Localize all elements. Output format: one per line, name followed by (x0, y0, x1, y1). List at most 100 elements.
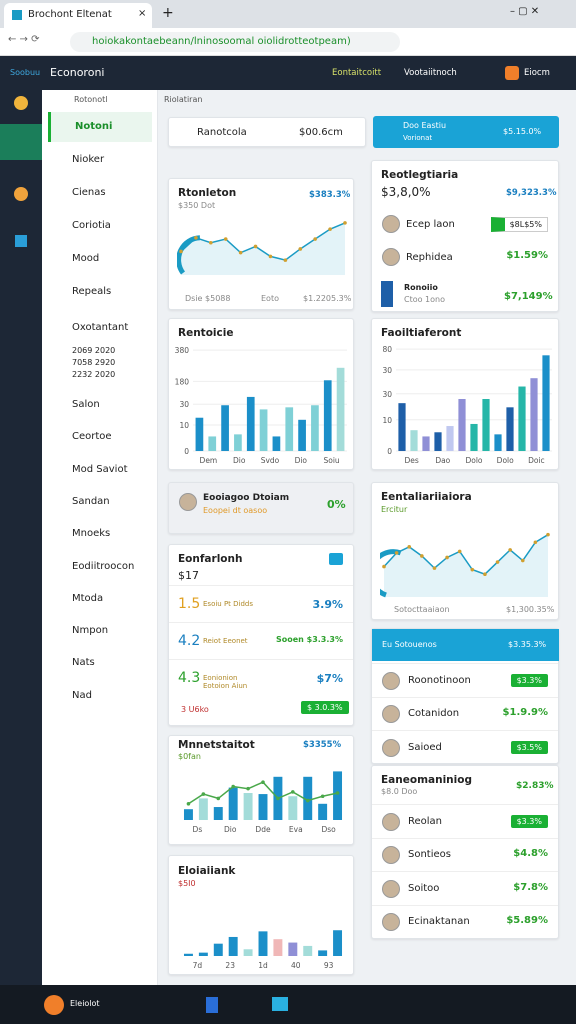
x-tick-label: Dio (224, 825, 237, 834)
rail-active[interactable] (0, 124, 42, 160)
table-title: Eu Sotouenos (382, 640, 437, 649)
favicon (12, 10, 22, 20)
card-title: Rtonleton (178, 187, 237, 199)
nav-item[interactable]: Mood (48, 244, 152, 274)
footer: Dsie $5088 (185, 294, 231, 303)
list-row[interactable]: Roonotinoon $3.3% (372, 663, 558, 697)
bar (195, 417, 204, 451)
taskbar-app[interactable]: Eleiolot (70, 999, 100, 1008)
x-tick-label: Dolo (497, 456, 514, 465)
search[interactable]: Ranotcola $00.6cm (168, 117, 366, 147)
nav-label[interactable]: Ceortoe (72, 431, 112, 443)
button[interactable]: $ 3.0.3% (301, 701, 349, 714)
banner-value: $5.15.0% (503, 127, 542, 136)
person-card[interactable]: Eooiagoo Dtoiam Eoopei dt oasoo 0% (168, 482, 354, 534)
bar (434, 432, 442, 451)
chart (380, 532, 550, 598)
row-label: Esoiu Pt Didds (203, 600, 254, 608)
y-tick-label: 10 (179, 421, 189, 430)
x-tick-label: Dao (435, 456, 450, 465)
nav-label[interactable]: Sandan (72, 495, 110, 507)
point (495, 560, 500, 564)
point (209, 240, 213, 245)
row-name: Soitoo (408, 882, 440, 894)
header-link[interactable]: Eontaitcoitt (332, 68, 382, 78)
conf-card: Eonfarlonh $17 3 U6ko $ 3.0.3% 1.5 Esoiu P… (168, 544, 354, 726)
row-name: Ecep laon (406, 219, 455, 230)
bar (234, 434, 242, 451)
bar (542, 355, 550, 451)
tab-close[interactable]: × (138, 8, 147, 19)
nav-label[interactable]: Mod Saviot (72, 463, 128, 475)
section-line: 7058 2920 (72, 358, 116, 367)
nav-label[interactable]: Nats (72, 657, 95, 669)
bar (183, 953, 193, 956)
list-row[interactable]: Saioed $3.5% (372, 730, 558, 764)
rail-icon[interactable] (14, 187, 28, 201)
user-name[interactable]: Eiocm (524, 68, 550, 78)
nav-item[interactable]: Cienas (48, 178, 152, 208)
nav-item[interactable]: Nioker (48, 145, 152, 175)
app-icon[interactable] (44, 995, 64, 1015)
list-row[interactable]: Reolan $3.3% (372, 804, 558, 838)
window-controls[interactable]: – ▢ ✕ (510, 6, 540, 17)
row-value: $1.59% (506, 250, 548, 261)
point (328, 227, 332, 231)
nav-buttons[interactable]: ← → ⟳ (8, 34, 40, 45)
conf-row: 4.2 Reiot Eeonet Sooen $3.3.3% (169, 622, 353, 659)
app-header: Soobuu Econoroni Eontaitcoitt Vootaiitno… (0, 56, 576, 90)
banner-subtitle: Vorionat (403, 134, 433, 142)
point (231, 784, 235, 789)
header-link[interactable]: Vootaiitnoch (404, 68, 457, 78)
card-subtitle: $5I0 (178, 879, 196, 888)
nav-item[interactable]: Repeals (48, 277, 152, 307)
nav-label[interactable]: Mnoeks (72, 528, 111, 540)
avatar (382, 671, 400, 690)
card-title: Rentoicie (178, 327, 234, 339)
row-name: Rephidea (406, 252, 453, 263)
chart: 7d 23 1d 40 93 (183, 930, 343, 970)
tab[interactable]: Brochont Eltenat × (4, 3, 152, 28)
nav-item[interactable]: Coriotia (48, 211, 152, 241)
rail-icon[interactable] (15, 235, 27, 247)
nav-label[interactable]: Eodiitroocon (72, 560, 135, 572)
person-name: Eooiagoo Dtoiam (203, 493, 290, 503)
url-field[interactable]: hoiokakontaebeann/lninosoomal oiolidrott… (70, 32, 400, 52)
filter[interactable]: $00.6cm (299, 127, 343, 138)
bar-value: $7,149% (504, 291, 553, 302)
banner[interactable]: Doo Eastiu Vorionat $5.15.0% (373, 116, 559, 148)
nav-label[interactable]: Salon (72, 399, 100, 410)
card-title: Faoiltiaferont (381, 327, 462, 339)
row-name: Ecinaktanan (408, 916, 470, 928)
stats-card: Reotlegtiaria $3,8,0% $9,323.3% Ronoiio … (371, 160, 559, 312)
rail-icon[interactable] (14, 96, 28, 110)
nav-label[interactable]: Nmpon (72, 625, 109, 637)
new-tab[interactable]: + (162, 5, 174, 21)
nav-item[interactable]: Notoni (48, 112, 152, 142)
row-name: Cotanidon (408, 708, 460, 720)
bar (198, 798, 208, 820)
row-num: 1.5 (178, 596, 201, 612)
badge[interactable]: $8L$5% (490, 217, 548, 232)
bar (243, 949, 253, 956)
bank-card: Eloiaiiank $5I0 7d 23 1d 40 93 (168, 855, 354, 975)
list-row[interactable]: Ecinaktanan $5.89% (372, 904, 558, 939)
list-row[interactable]: Soitoo $7.8% (372, 871, 558, 905)
x-tick-label: Dio (233, 456, 246, 465)
checkbox[interactable] (329, 553, 343, 565)
breadcrumb: Rotonotl (74, 95, 108, 104)
taskbar-icon[interactable] (206, 997, 218, 1013)
nav-label: Repeals (72, 286, 112, 297)
avatar (382, 705, 400, 724)
point (320, 794, 325, 799)
point (201, 792, 206, 796)
bar (273, 939, 283, 956)
list-row[interactable]: Sontieos $4.8% (372, 837, 558, 872)
nav-label[interactable]: Nad (72, 689, 92, 701)
point (335, 791, 340, 795)
taskbar-icon[interactable] (272, 997, 288, 1011)
nav-label[interactable]: Mtoda (72, 592, 104, 604)
list-row[interactable]: Cotanidon $1.9.9% (372, 696, 558, 731)
point (253, 244, 258, 249)
bar-icon (381, 281, 393, 307)
